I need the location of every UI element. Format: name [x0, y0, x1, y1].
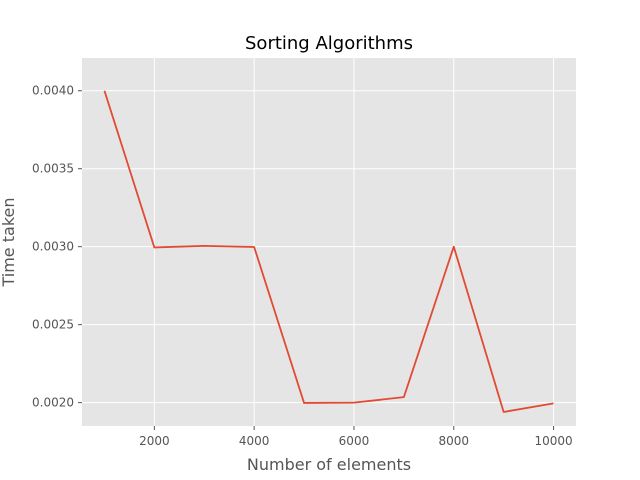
- x-tick-label: 8000: [438, 434, 469, 448]
- series-layer: [103, 90, 554, 413]
- x-tick-label: 6000: [339, 434, 370, 448]
- x-tick-label: 10000: [534, 434, 572, 448]
- series-line: [103, 90, 554, 413]
- y-tick-label: 0.0020: [32, 396, 74, 410]
- y-axis-label: Time taken: [0, 198, 18, 288]
- tick-labels: 2000 4000 6000 8000 10000 0.0020 0.0025 0.0030 0…: [32, 84, 573, 448]
- plot-area: [82, 58, 576, 426]
- y-tick-label: 0.0030: [32, 240, 74, 254]
- chart-title: Sorting Algorithms: [245, 33, 413, 54]
- y-tick-label: 0.0025: [32, 318, 74, 332]
- y-tick-label: 0.0040: [32, 84, 74, 98]
- y-tick-label: 0.0035: [32, 162, 74, 176]
- x-axis-label: Number of elements: [247, 455, 411, 474]
- x-tick-label: 4000: [239, 434, 270, 448]
- x-tick-label: 2000: [139, 434, 170, 448]
